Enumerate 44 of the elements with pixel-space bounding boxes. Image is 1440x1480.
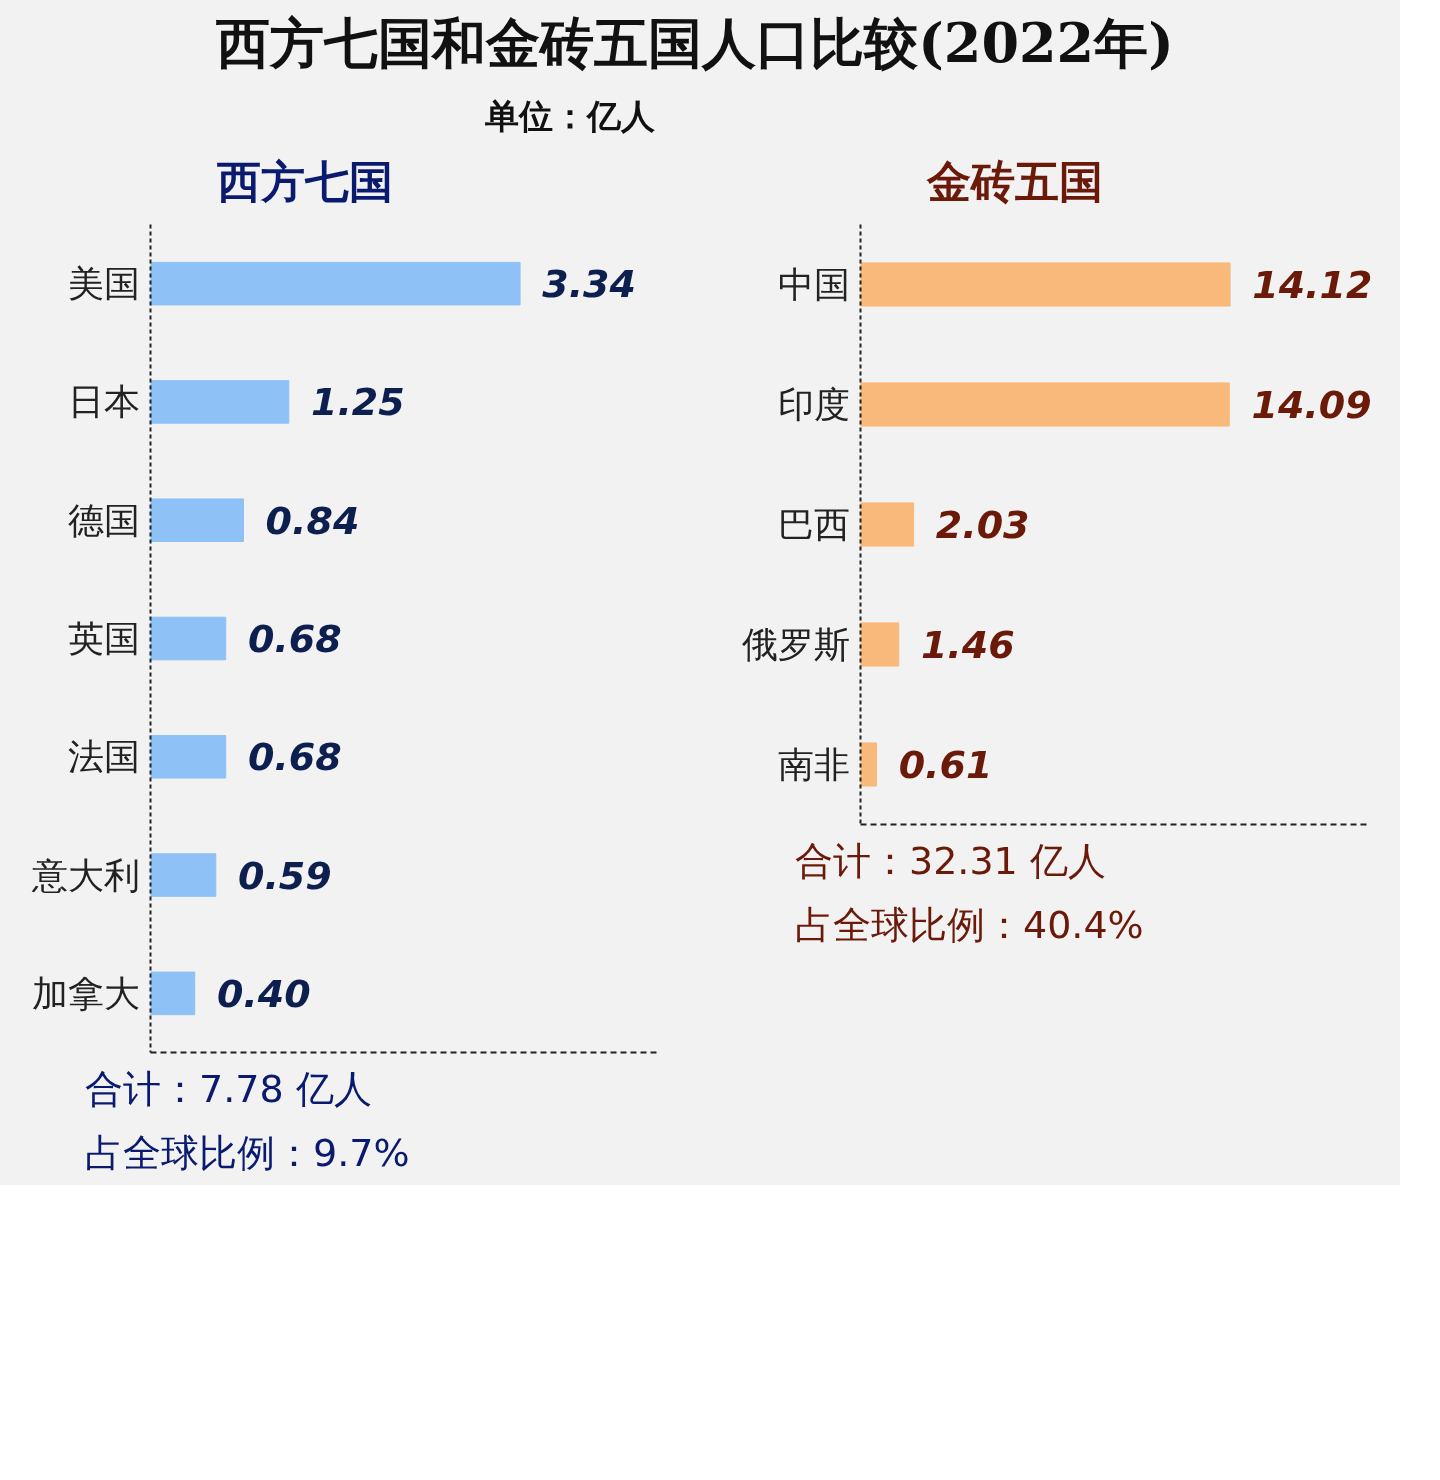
- bar: [150, 852, 217, 897]
- text: 合计：32.31 亿人: [794, 837, 1106, 885]
- data-label: 1.25: [310, 379, 405, 424]
- bar: [150, 971, 196, 1015]
- bar: [860, 381, 1230, 427]
- data-label: 14.12: [1252, 262, 1373, 307]
- y-tick-label: 南非: [777, 743, 850, 785]
- bar: [860, 501, 915, 547]
- y-tick-label: 印度: [777, 383, 850, 425]
- data-label: 0.40: [216, 971, 311, 1016]
- bar: [150, 616, 227, 660]
- text: 西方七国: [216, 154, 394, 209]
- bar: [860, 261, 1231, 307]
- text: 西方七国和金砖五国人口比较(2022年): [215, 10, 1175, 77]
- data-label: 0.59: [237, 853, 332, 898]
- data-label: 0.61: [898, 742, 993, 787]
- y-tick-label: 日本: [67, 380, 140, 422]
- data-label: 2.03: [935, 502, 1030, 547]
- y-tick-label: 意大利: [30, 854, 140, 896]
- y-tick-label: 美国: [67, 262, 140, 304]
- y-tick-label: 中国: [777, 263, 850, 305]
- bar: [860, 621, 900, 667]
- data-label: 14.09: [1251, 382, 1372, 427]
- text: 占全球比例：9.7%: [84, 1129, 410, 1177]
- data-label: 0.68: [247, 616, 342, 661]
- data-label: 0.84: [265, 498, 360, 543]
- y-tick-label: 德国: [67, 499, 140, 541]
- bar: [150, 497, 244, 542]
- chart-subtitle: 单位：亿人: [484, 95, 655, 139]
- y-tick-label: 法国: [67, 735, 140, 777]
- text: 合计：7.78 亿人: [84, 1065, 372, 1113]
- y-tick-label: 俄罗斯: [741, 623, 850, 665]
- bar: [860, 741, 877, 787]
- text: 占全球比例：40.4%: [794, 901, 1144, 949]
- data-label: 0.68: [247, 734, 342, 779]
- data-label: 1.46: [920, 622, 1015, 667]
- data-label: 3.34: [542, 261, 636, 306]
- bar: [150, 261, 521, 305]
- bar: [150, 379, 290, 424]
- bar: [150, 734, 227, 779]
- text: 金砖五国: [925, 154, 1104, 209]
- y-tick-label: 巴西: [777, 503, 850, 545]
- y-tick-label: 英国: [67, 617, 140, 659]
- y-tick-label: 加拿大: [31, 972, 140, 1014]
